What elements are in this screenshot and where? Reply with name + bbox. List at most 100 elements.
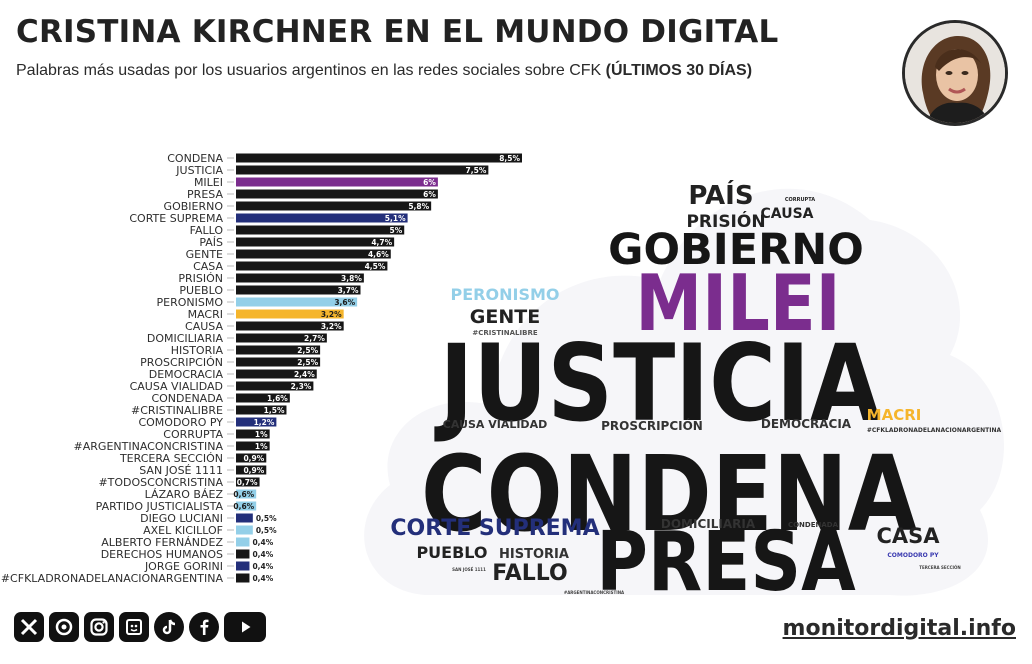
bar-row: TERCERA SECCIÓN 0,9% (119, 452, 267, 465)
x-icon[interactable] (14, 612, 44, 642)
bar-row: CONDENADA 1,6% (151, 392, 290, 405)
bar (236, 417, 277, 427)
category-label: CORTE SUPREMA (129, 212, 223, 225)
category-label: PARTIDO JUSTICIALISTA (96, 500, 224, 513)
category-label: DIEGO LUCIANI (140, 512, 223, 525)
value-label: 7,5% (466, 166, 487, 175)
value-label: 3,7% (338, 286, 359, 295)
cloud-word: CONDENA (421, 433, 917, 554)
value-label: 0,5% (256, 526, 277, 535)
cloud-word: PAÍS (688, 179, 753, 211)
value-label: 3,6% (334, 298, 355, 307)
tiktok-icon[interactable] (154, 612, 184, 642)
value-label: 3,2% (321, 322, 342, 331)
cloud-word: SAN JOSÉ 1111 (452, 567, 486, 572)
bar (236, 249, 391, 259)
bar-row: #ARGENTINACONCRISTINA 1% (74, 440, 270, 453)
category-label: PAÍS (199, 236, 223, 249)
cloud-word: HISTORIA (499, 547, 569, 562)
bar-row: HISTORIA 2,5% (171, 344, 321, 357)
category-label: DEMOCRACIA (149, 368, 224, 381)
value-label: 3,8% (341, 274, 362, 283)
instagram-icon[interactable] (84, 612, 114, 642)
cloud-word: DEMOCRACIA (761, 417, 852, 431)
cloud-word: #CFKLADRONADELANACIONARGENTINA (867, 427, 1002, 434)
bar (236, 285, 361, 295)
subtitle-text: Palabras más usadas por los usuarios arg… (16, 62, 602, 79)
bar-row: PRISIÓN 3,8% (178, 272, 364, 285)
value-label: 1,2% (254, 418, 275, 427)
category-label: #CFKLADRONADELANACIONARGENTINA (1, 572, 224, 585)
bar-row: MILEI 6% (194, 176, 438, 189)
facebook-icon[interactable] (189, 612, 219, 642)
category-label: JUSTICIA (175, 164, 223, 177)
bar (236, 489, 257, 499)
threads-icon[interactable] (49, 612, 79, 642)
value-label: 0,4% (252, 550, 273, 559)
page-title: CRISTINA KIRCHNER EN EL MUNDO DIGITAL (16, 14, 779, 50)
bar (236, 309, 344, 319)
bar-row: CAUSA 3,2% (185, 320, 344, 333)
cloud-word: FALLO (492, 561, 568, 586)
category-label: CASA (193, 260, 223, 273)
bar-row: GOBIERNO 5,8% (164, 200, 432, 213)
bar-row: PERONISMO 3,6% (157, 296, 358, 309)
bar-row: MACRI 3,2% (188, 308, 344, 321)
category-label: MILEI (194, 176, 223, 189)
cloud-word: PROSCRIPCIÓN (601, 418, 703, 433)
value-label: 1% (255, 442, 268, 451)
value-label: 6% (423, 190, 436, 199)
cloud-word: MACRI (867, 406, 922, 424)
bar (236, 393, 290, 403)
value-label: 2,5% (297, 358, 318, 367)
value-label: 0,7% (237, 478, 258, 487)
bar (236, 333, 327, 343)
bar (236, 201, 432, 211)
category-label: CONDENA (167, 152, 223, 165)
bar-row: JUSTICIA 7,5% (175, 164, 489, 177)
bar (236, 321, 344, 331)
category-label: JORGE GORINI (144, 560, 223, 573)
bar (236, 537, 250, 547)
value-label: 4,6% (368, 250, 389, 259)
category-label: AXEL KICILLOF (143, 524, 223, 537)
youtube-icon[interactable] (224, 612, 266, 642)
bar (236, 165, 489, 175)
bar-row: ALBERTO FERNÁNDEZ 0,4% (101, 536, 273, 549)
category-label: PRISIÓN (178, 272, 223, 285)
bar (236, 225, 405, 235)
bar (236, 297, 358, 307)
bar-row: CORRUPTA 1% (163, 428, 270, 441)
category-label: HISTORIA (171, 344, 224, 357)
bar-row: #CRISTINALIBRE 1,5% (131, 404, 287, 417)
cloud-word: JUSTICIA (434, 322, 881, 445)
cloud-word: PERONISMO (451, 285, 560, 304)
cloud-word: PRISIÓN (686, 210, 765, 232)
bar-row: PRESA 6% (187, 188, 438, 201)
bar (236, 357, 321, 367)
category-label: LÁZARO BÁEZ (145, 488, 224, 501)
bar (236, 381, 314, 391)
value-label: 8,5% (499, 154, 520, 163)
value-label: 1% (255, 430, 268, 439)
value-label: 0,6% (233, 490, 254, 499)
substack-icon[interactable] (119, 612, 149, 642)
value-label: 4,7% (371, 238, 392, 247)
bar-row: GENTE 4,6% (186, 248, 391, 261)
cloud-word: CAUSA (761, 206, 814, 222)
bar-row: PARTIDO JUSTICIALISTA 0,6% (96, 500, 257, 513)
bar (236, 549, 250, 559)
bar (236, 429, 270, 439)
value-label: 2,3% (291, 382, 312, 391)
value-label: 0,5% (256, 514, 277, 523)
bar (236, 561, 250, 571)
cloud-shape (364, 188, 1004, 596)
category-label: DOMICILIARIA (147, 332, 224, 345)
value-label: 0,6% (233, 502, 254, 511)
bar-row: PROSCRIPCIÓN 2,5% (140, 356, 321, 369)
website-link[interactable]: monitordigital.info (782, 616, 1016, 641)
value-label: 4,5% (365, 262, 386, 271)
cloud-word: CAUSA VIALIDAD (443, 418, 547, 431)
category-label: FALLO (190, 224, 224, 237)
